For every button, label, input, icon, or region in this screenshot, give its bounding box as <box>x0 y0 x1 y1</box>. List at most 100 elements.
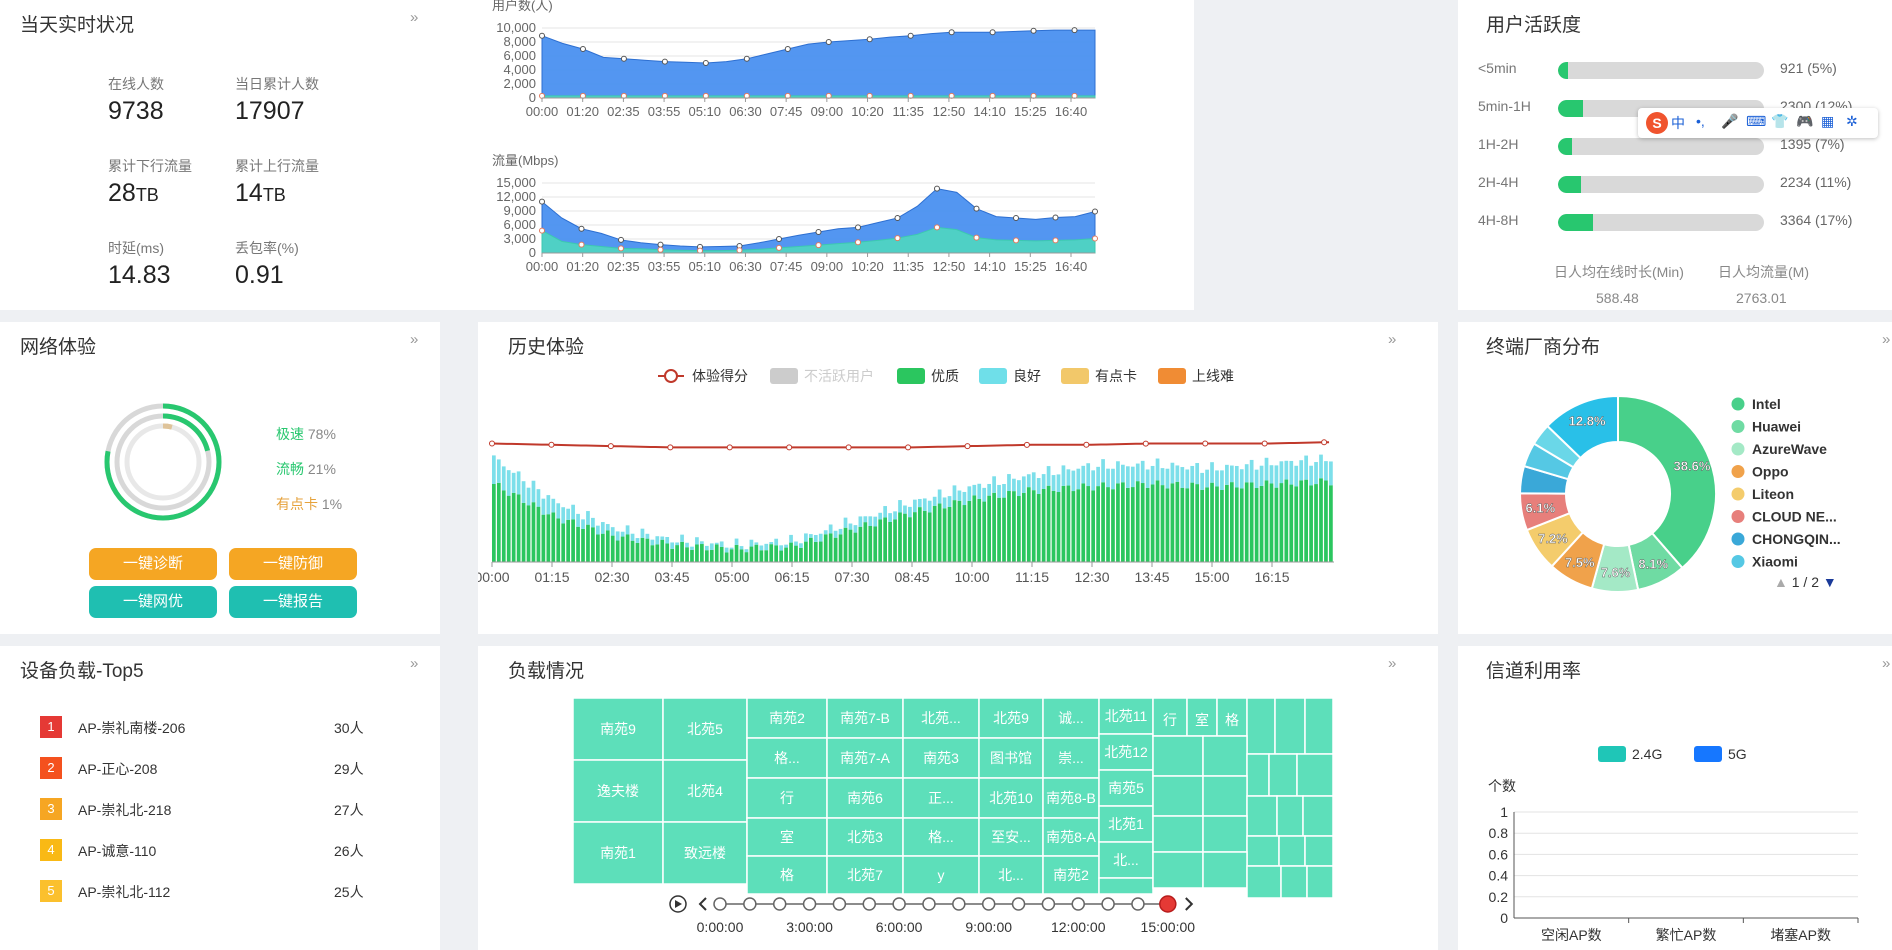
history-bar-good <box>541 514 546 562</box>
history-bar-good <box>952 500 957 562</box>
next-chevron-icon[interactable] <box>1185 897 1194 911</box>
diagnose-button[interactable]: 一键诊断 <box>89 548 217 580</box>
history-bar-fine <box>967 486 972 501</box>
top5-row[interactable]: 2 AP-正心-208 29人 <box>40 757 380 781</box>
treemap-label: 北苑5 <box>687 721 723 737</box>
timeline-dot[interactable] <box>1159 895 1177 913</box>
ime-tool-icon[interactable]: 🎮 <box>1796 113 1814 129</box>
timeline-dot[interactable] <box>802 897 817 911</box>
report-button[interactable]: 一键报告 <box>229 586 357 618</box>
score-point <box>1083 441 1090 448</box>
history-bar-fine <box>650 539 655 546</box>
ime-tool-icon[interactable]: ⌨ <box>1746 113 1767 129</box>
history-bar-good <box>917 507 922 562</box>
traffic-xtick: 11:35 <box>892 259 924 274</box>
network-legend-smooth: 流畅 21% <box>276 459 336 479</box>
history-bar-fine <box>1195 463 1200 485</box>
history-bar-good <box>620 536 625 562</box>
legend-5g-icon <box>1694 746 1722 762</box>
history-bar-fine <box>511 472 516 493</box>
history-bar-fine <box>690 546 694 550</box>
history-bar-fine <box>1239 469 1244 489</box>
vendor-more-button[interactable]: » <box>1882 331 1891 348</box>
ime-tool-icon[interactable]: ✲ <box>1846 113 1858 129</box>
history-bar-good <box>1324 480 1328 562</box>
history-bar-good <box>591 527 595 562</box>
history-bar-good <box>1031 490 1036 562</box>
history-bar-fine <box>665 536 670 544</box>
treemap-cell <box>1302 795 1334 837</box>
channel-more-button[interactable]: » <box>1882 655 1891 672</box>
network-more-button[interactable]: » <box>410 331 419 348</box>
top5-row[interactable]: 3 AP-崇礼北-218 27人 <box>40 798 380 822</box>
history-bar-good <box>1309 485 1313 562</box>
defense-button[interactable]: 一键防御 <box>229 548 357 580</box>
ime-tool-icon[interactable]: 中 <box>1671 115 1685 131</box>
top5-more-button[interactable]: » <box>410 655 419 672</box>
history-xtick: 05:00 <box>714 569 749 585</box>
treemap-cell <box>1304 835 1334 867</box>
history-bar-fine <box>843 517 848 528</box>
ring-fast-arc <box>104 403 222 521</box>
history-panel: 历史体验 » 体验得分 不活跃用户 优质 良好 有点卡 上线难 00:00 01:15 02:… <box>478 322 1438 634</box>
page-up-icon[interactable]: ▲ <box>1774 574 1788 590</box>
history-more-button[interactable]: » <box>1388 331 1397 348</box>
users-ylabel: 用户数(人) <box>492 0 553 13</box>
realtime-more-button[interactable]: » <box>410 9 419 26</box>
timeline-dot[interactable] <box>1131 897 1145 911</box>
history-bar-good <box>853 532 858 562</box>
ime-tool-icon[interactable]: •, <box>1696 113 1705 129</box>
ime-tool-icon[interactable]: 🎤 <box>1721 113 1739 129</box>
play-button[interactable] <box>669 895 687 913</box>
history-bar-fine <box>1007 474 1011 492</box>
top5-row[interactable]: 1 AP-崇礼南楼-206 30人 <box>40 716 380 740</box>
history-bar-good <box>1234 487 1239 562</box>
prev-chevron-icon[interactable] <box>698 897 707 911</box>
history-bar-fine <box>1021 476 1026 493</box>
load-timeline[interactable]: 0:00:00 3:00:00 6:00:00 9:00:00 12:00:00 15:0… <box>658 894 1418 950</box>
history-xtick: 08:45 <box>894 569 929 585</box>
optimize-button[interactable]: 一键网优 <box>89 586 217 618</box>
history-bar-good <box>724 552 729 562</box>
users-ytick: 10,000 <box>496 20 536 35</box>
top5-row[interactable]: 5 AP-崇礼北-112 25人 <box>40 880 380 904</box>
timeline-dot[interactable] <box>743 897 757 911</box>
timeline-dot[interactable] <box>952 897 966 911</box>
traffic-xtick: 02:35 <box>607 259 640 274</box>
history-bar-good <box>947 506 952 562</box>
timeline-dot[interactable] <box>713 897 727 911</box>
timeline-dot[interactable] <box>1011 897 1026 911</box>
rank-badge: 2 <box>40 757 62 779</box>
ap-count: 29人 <box>334 761 364 777</box>
ime-logo-icon[interactable]: S <box>1646 112 1668 134</box>
timeline-dot[interactable] <box>922 897 936 911</box>
timeline-dot[interactable] <box>1101 897 1115 911</box>
page-down-icon[interactable]: ▼ <box>1822 574 1837 590</box>
treemap-cell <box>1202 851 1248 889</box>
ime-tool-icon[interactable]: ▦ <box>1821 113 1835 129</box>
load-more-button[interactable]: » <box>1388 655 1397 672</box>
timeline-dot[interactable] <box>1041 897 1056 911</box>
history-bar-good <box>1017 496 1021 562</box>
history-bar-fine <box>942 497 947 509</box>
timeline-dot[interactable] <box>832 897 847 911</box>
traffic-point <box>815 242 822 249</box>
vendor-pager[interactable]: ▲ 1 / 2 ▼ <box>1774 574 1837 590</box>
history-bar-good <box>1274 487 1279 562</box>
ime-tool-icon[interactable]: 👕 <box>1771 113 1789 129</box>
history-bar-good <box>1106 487 1110 562</box>
history-bar-fine <box>506 470 511 496</box>
history-bar-fine <box>1200 472 1204 490</box>
history-bar-good <box>898 512 902 562</box>
timeline-dot[interactable] <box>862 897 877 911</box>
timeline-dot[interactable] <box>892 897 906 911</box>
timeline-dot[interactable] <box>1071 897 1085 911</box>
timeline-dot[interactable] <box>772 897 787 911</box>
top5-row[interactable]: 4 AP-诚意-110 26人 <box>40 839 380 863</box>
timeline-label: 12:00:00 <box>1051 919 1106 935</box>
timeline-label: 3:00:00 <box>786 919 833 935</box>
ime-toolbar[interactable]: S 中 •, 🎤 ⌨ 👕 🎮 ▦ ✲ <box>1638 108 1878 138</box>
timeline-dot[interactable] <box>981 897 996 911</box>
history-bar-fine <box>858 516 863 527</box>
